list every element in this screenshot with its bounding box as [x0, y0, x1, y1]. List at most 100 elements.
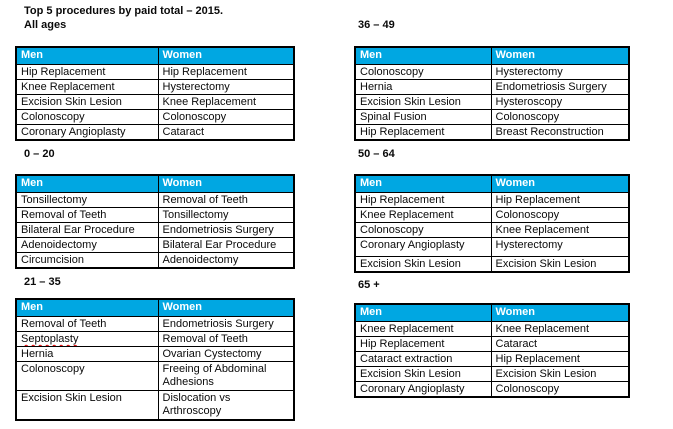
procedure-cell: Endometriosis Surgery	[157, 222, 295, 238]
table-row: Excision Skin Lesion Excision Skin Lesion	[354, 366, 630, 382]
procedure-text: Hysteroscopy	[495, 96, 563, 108]
procedure-cell: Endometriosis Surgery	[490, 79, 630, 95]
procedure-cell: Hip Replacement	[490, 351, 630, 367]
procedure-text: Endometriosis Surgery	[162, 224, 274, 236]
procedure-text: Removal of Teeth	[162, 194, 248, 206]
procedure-cell: Hip Replacement	[354, 192, 492, 208]
column-header-men: Men	[354, 46, 492, 65]
procedure-text: Spinal Fusion	[360, 111, 427, 123]
procedure-text: Colonoscopy	[21, 363, 85, 375]
column-header-women: Women	[157, 298, 295, 317]
table-row: Knee Replacement Hysterectomy	[15, 79, 295, 95]
procedure-text: Cataract extraction	[360, 353, 453, 365]
procedure-text: Excision Skin Lesion	[495, 368, 597, 380]
column-header-women: Women	[157, 46, 295, 65]
procedure-cell: Knee Replacement	[354, 207, 492, 223]
procedure-text: Colonoscopy	[21, 111, 85, 123]
procedure-text: Hip Replacement	[21, 66, 106, 78]
procedures-table-21-35: Men Women Removal of Teeth Endometriosis …	[15, 298, 295, 421]
procedure-cell: Tonsillectomy	[157, 207, 295, 223]
procedures-table-all-ages: Men Women Hip Replacement Hip Replacement…	[15, 46, 295, 141]
table-row: Coronary Angioplasty Colonoscopy	[354, 381, 630, 398]
column-header-men: Men	[15, 174, 159, 193]
procedure-text: Endometriosis Surgery	[495, 81, 607, 93]
table-header-row: Men Women	[15, 174, 295, 193]
procedures-table-36-49: Men Women Colonoscopy Hysterectomy Hernia E…	[354, 46, 630, 141]
table-row: Hip Replacement Hip Replacement	[354, 192, 630, 208]
procedure-cell: Knee Replacement	[490, 222, 630, 238]
procedure-text: Colonoscopy	[162, 111, 227, 123]
procedure-cell: Knee Replacement	[490, 321, 630, 337]
procedure-cell: Knee Replacement	[157, 94, 295, 110]
table-row: Colonoscopy Colonoscopy	[15, 109, 295, 125]
table-row: Knee Replacement Knee Replacement	[354, 321, 630, 337]
procedure-text: Tonsillectomy	[162, 209, 229, 221]
procedure-cell: Hysteroscopy	[490, 94, 630, 110]
procedure-text: Adenoidectomy	[21, 239, 97, 251]
procedure-text: Coronary Angioplasty	[360, 383, 465, 395]
procedure-cell: Excision Skin Lesion	[354, 366, 492, 382]
column-header-men: Men	[354, 174, 492, 193]
procedure-cell: Hysterectomy	[157, 79, 295, 95]
table-row: Hernia Ovarian Cystectomy	[15, 346, 295, 362]
procedure-text: Adenoidectomy	[162, 254, 239, 266]
procedure-text: Hip Replacement	[360, 126, 445, 138]
procedure-cell: Ovarian Cystectomy	[157, 346, 295, 362]
procedure-cell: Excision Skin Lesion	[15, 390, 159, 420]
procedure-text: Hysterectomy	[495, 66, 563, 78]
procedure-text: Knee Replacement	[162, 96, 257, 108]
table-row: Circumcision Adenoidectomy	[15, 252, 295, 269]
column-header-men: Men	[15, 298, 159, 317]
procedure-cell: Cataract extraction	[354, 351, 492, 367]
procedure-cell: Excision Skin Lesion	[354, 94, 492, 110]
procedure-text: Excision Skin Lesion	[360, 368, 461, 380]
procedure-cell: Colonoscopy	[490, 109, 630, 125]
procedure-cell: Hysterectomy	[490, 64, 630, 80]
procedure-cell: Cataract	[157, 124, 295, 141]
procedure-cell: Hip Replacement	[354, 336, 492, 352]
procedure-text: Bilateral Ear Procedure	[162, 239, 277, 251]
procedure-text: Coronary Angioplasty	[21, 126, 126, 138]
procedure-cell: Tonsillectomy	[15, 192, 159, 208]
procedure-cell: Coronary Angioplasty	[354, 381, 492, 398]
procedure-text: Breast Reconstruction	[495, 126, 604, 138]
procedure-cell: Colonoscopy	[354, 64, 492, 80]
section-label-36-49: 36 – 49	[358, 19, 395, 31]
procedure-cell: Colonoscopy	[157, 109, 295, 125]
table-row: Hip Replacement Hip Replacement	[15, 64, 295, 80]
procedure-cell: Excision Skin Lesion	[490, 366, 630, 382]
procedure-text: Colonoscopy	[495, 111, 560, 123]
table-row: Hip Replacement Breast Reconstruction	[354, 124, 630, 141]
procedure-cell: Colonoscopy	[15, 361, 159, 391]
procedure-cell: Hernia	[15, 346, 159, 362]
procedure-text: Excision Skin Lesion	[360, 96, 461, 108]
column-header-men: Men	[354, 303, 492, 322]
procedure-cell: Knee Replacement	[15, 79, 159, 95]
table-row: Hip Replacement Cataract	[354, 336, 630, 352]
procedure-text: Colonoscopy	[360, 224, 424, 236]
procedure-text: Removal of Teeth	[21, 209, 107, 221]
table-header-row: Men Women	[354, 46, 630, 65]
procedure-text: Knee Replacement	[495, 323, 590, 335]
procedure-text: Dislocation vs Arthroscopy	[162, 392, 231, 417]
procedure-text: Cataract	[495, 338, 538, 350]
table-row: Excision Skin Lesion Knee Replacement	[15, 94, 295, 110]
table-header-row: Men Women	[15, 46, 295, 65]
section-label-21-35: 21 – 35	[24, 276, 61, 288]
table-row: Bilateral Ear Procedure Endometriosis Sur…	[15, 222, 295, 238]
procedure-cell: Colonoscopy	[15, 109, 159, 125]
table-row: Colonoscopy Hysterectomy	[354, 64, 630, 80]
procedure-text: Hip Replacement	[495, 353, 580, 365]
procedure-text: Circumcision	[21, 254, 84, 266]
procedure-text: Excision Skin Lesion	[360, 258, 461, 270]
procedure-cell: Excision Skin Lesion	[354, 256, 492, 273]
table-row: Colonoscopy Freeing of Abdominal Adhesion…	[15, 361, 295, 391]
procedure-text: Hernia	[360, 81, 393, 93]
column-header-men: Men	[15, 46, 159, 65]
procedure-text: Endometriosis Surgery	[162, 318, 274, 330]
procedure-cell: Hip Replacement	[157, 64, 295, 80]
procedure-cell: Excision Skin Lesion	[490, 256, 630, 273]
procedure-cell: Adenoidectomy	[15, 237, 159, 253]
procedure-text-misspelled: Septoplasty	[21, 333, 79, 345]
